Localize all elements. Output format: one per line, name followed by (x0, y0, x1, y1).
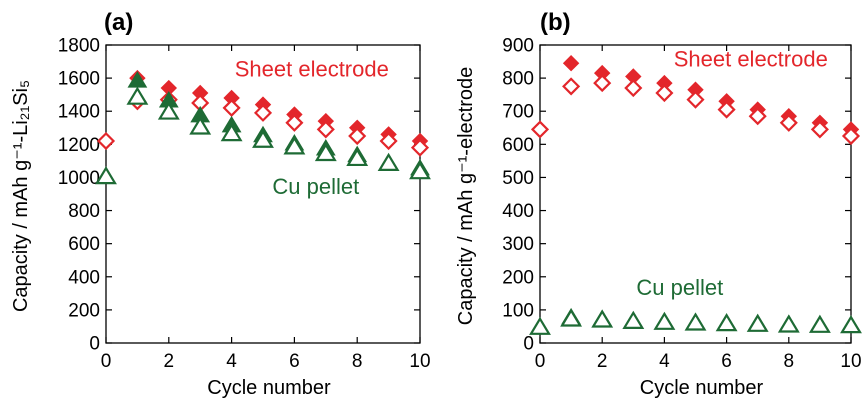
data-point (253, 103, 273, 122)
y-tick-label: 100 (502, 300, 534, 321)
data-point (808, 314, 831, 333)
x-tick-label: 0 (101, 351, 112, 372)
x-tick-label: 8 (784, 351, 795, 372)
y-axis-label: Capacity / mAh g⁻¹-electrode (455, 67, 477, 325)
data-point (529, 316, 551, 335)
x-tick-label: 10 (840, 351, 861, 372)
y-tick-label: 800 (502, 69, 534, 90)
panel-label: (b) (540, 9, 571, 36)
chart-panel-b: 0 100 200 300 400 500 600 700 800 900 0 2 4 6 8 10 Cycle… (455, 9, 862, 399)
data-point (684, 312, 707, 331)
data-point (96, 131, 116, 151)
data-point (252, 129, 274, 148)
data-point (624, 78, 643, 98)
data-point (717, 100, 736, 119)
y-tick-label: 400 (502, 201, 534, 222)
x-tick-label: 10 (409, 351, 430, 372)
data-point (409, 161, 431, 180)
x-tick-label: 6 (721, 351, 732, 372)
data-point (410, 138, 430, 157)
y-tick-label: 400 (68, 267, 100, 288)
data-point (841, 126, 861, 146)
data-point (222, 98, 241, 117)
annotation-label: Sheet electrode (235, 56, 389, 81)
plot-frame (539, 44, 852, 344)
data-point (810, 120, 829, 139)
y-tick-label: 0 (523, 334, 534, 355)
x-tick-label: 0 (535, 351, 546, 372)
y-tick-label: 1000 (58, 168, 100, 189)
x-tick-label: 4 (226, 351, 237, 372)
y-tick-label: 1400 (58, 102, 100, 123)
y-tick-label: 700 (502, 102, 534, 123)
data-point (316, 120, 335, 139)
plot-frame (105, 44, 421, 344)
data-point (593, 74, 612, 93)
data-point (220, 122, 243, 142)
series-triangle-open (529, 308, 862, 335)
x-axis-label: Cycle number (207, 377, 331, 399)
data-point (379, 131, 398, 151)
data-point (348, 126, 367, 146)
x-tick-label: 4 (659, 351, 670, 372)
data-point (622, 310, 645, 329)
chart-panel-a: 0 200 400 600 800 1000 1200 1400 1600 1800 0 2 4 6 8 10… (10, 9, 431, 399)
y-tick-label: 200 (502, 267, 534, 288)
y-tick-label: 1600 (58, 69, 100, 90)
data-point (562, 55, 580, 72)
data-point (530, 120, 550, 139)
data-point (655, 83, 674, 103)
data-point (777, 314, 800, 333)
y-axis-label: Capacity / mAh g⁻¹-Li₂₁Si₅ (10, 80, 32, 312)
data-point (95, 166, 117, 185)
data-point (157, 101, 180, 120)
y-tick-label: 300 (502, 234, 534, 255)
data-point (840, 315, 862, 334)
y-tick-label: 0 (89, 334, 100, 355)
data-point (653, 311, 676, 330)
data-point (562, 77, 581, 96)
x-tick-label: 2 (164, 351, 175, 372)
data-point (377, 152, 400, 171)
y-tick-label: 1800 (58, 36, 100, 57)
data-point (748, 107, 767, 126)
data-point (686, 90, 705, 109)
data-point (285, 113, 304, 132)
data-point (591, 309, 614, 328)
y-tick-label: 900 (502, 36, 534, 57)
x-tick-label: 2 (597, 351, 608, 372)
series-diamond-open (530, 74, 861, 146)
y-tick-label: 200 (68, 300, 100, 321)
annotation-label: Sheet electrode (674, 47, 828, 72)
series-triangle-open (95, 86, 431, 185)
x-tick-label: 8 (352, 351, 363, 372)
annotation-label: Cu pellet (636, 275, 723, 300)
data-point (283, 136, 306, 155)
y-tick-label: 800 (68, 201, 100, 222)
data-point (346, 147, 369, 167)
y-tick-label: 1200 (58, 135, 100, 156)
data-point (560, 308, 583, 327)
y-tick-label: 500 (502, 168, 534, 189)
data-point (189, 116, 212, 135)
data-point (746, 313, 769, 332)
y-tick-label: 600 (68, 234, 100, 255)
annotation-label: Cu pellet (272, 174, 359, 199)
data-point (314, 142, 337, 162)
data-point (715, 313, 738, 332)
panel-label: (a) (104, 9, 133, 36)
x-axis-label: Cycle number (640, 377, 764, 399)
data-point (779, 113, 798, 132)
series-diamond-filled (129, 69, 429, 150)
x-tick-label: 6 (289, 351, 300, 372)
data-point (126, 86, 149, 105)
y-tick-label: 600 (502, 135, 534, 156)
